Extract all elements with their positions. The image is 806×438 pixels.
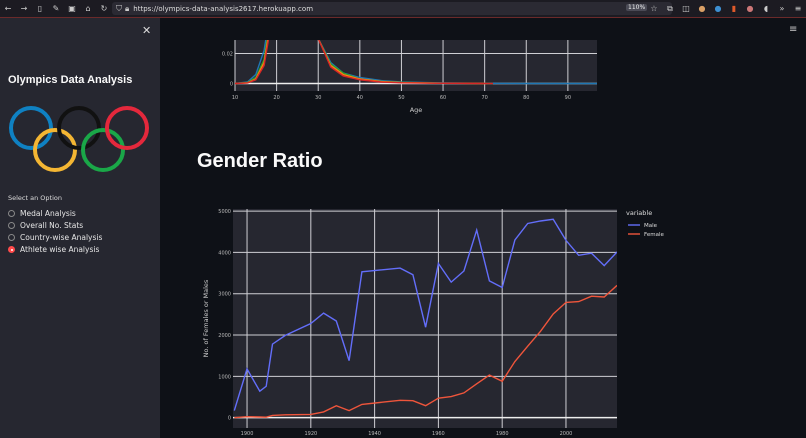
zoom-level[interactable]: 110% [626,4,648,11]
radio-overall-stats[interactable]: Overall No. Stats [8,221,83,230]
series-line-#d62728 [235,40,494,85]
y-tick-label: 0 [228,416,231,422]
x-tick-label: 10 [232,95,238,101]
x-tick-label: 80 [523,95,529,101]
divider [0,17,806,18]
extension-icon[interactable]: ● [746,4,754,13]
close-sidebar-icon[interactable]: ✕ [142,24,152,37]
x-tick-label: 2000 [560,431,573,437]
bookmark-star-icon[interactable]: ☆ [650,4,658,13]
url-text: https://olympics-data-analysis2617.herok… [133,4,314,13]
ring-blue [9,106,53,150]
olympic-rings-logo [9,106,149,172]
radio-icon [8,222,15,229]
back-icon[interactable]: ← [4,4,12,13]
legend-title: variable [626,209,652,217]
y-tick-label: 0.02 [222,52,233,58]
ring-red [105,106,149,150]
legend-item-female: Female [644,232,665,238]
x-tick-label: 60 [440,95,446,101]
radio-icon [8,210,15,217]
y-tick-label: 1000 [218,374,231,380]
x-tick-label: 1940 [368,431,381,437]
extension-icon[interactable]: ● [714,4,722,13]
option-label: Country-wise Analysis [20,233,103,242]
x-tick-label: 20 [273,95,279,101]
extensions-icon[interactable]: ⧉ [667,3,673,13]
select-option-label: Select an Option [8,194,62,202]
plot-area [233,209,617,428]
url-bar[interactable]: ⛉ 🔒︎ https://olympics-data-analysis2617.… [112,2,672,15]
screenshot-icon[interactable]: ▣ [68,4,76,13]
lock-icon: 🔒︎ [125,3,130,13]
option-label: Overall No. Stats [20,221,84,230]
sidebar-toggle-icon[interactable]: ▯ [37,4,43,13]
option-label: Medal Analysis [20,209,76,218]
x-tick-label: 1980 [496,431,509,437]
y-tick-label: 5000 [218,209,231,215]
section-heading: Gender Ratio [197,150,323,172]
x-tick-label: 50 [398,95,404,101]
overflow-icon[interactable]: » [779,4,785,13]
browser-toolbar: ← → ▯ ✎ ▣ ⌂ ↻ ⛉ 🔒︎ https://olympics-data… [0,0,806,17]
home-icon[interactable]: ⌂ [85,4,91,13]
x-tick-label: 1960 [432,431,445,437]
app-menu-icon[interactable]: ≡ [794,4,802,13]
tools-icon[interactable]: ✎ [52,4,60,13]
shield-icon: ⛉ [116,3,122,13]
radio-athlete-wise[interactable]: Athlete wise Analysis [8,245,99,254]
hamburger-menu-icon[interactable]: ≡ [789,24,798,35]
extension-icon[interactable]: ▮ [731,4,737,13]
y-tick-label: 2000 [218,333,231,339]
legend-item-male: Male [644,223,658,229]
series-line-male [233,218,617,411]
y-tick-label: 0 [230,82,233,88]
sidebar-title: Olympics Data Analysis [8,74,133,86]
forward-icon[interactable]: → [20,4,28,13]
pocket-icon[interactable]: ◫ [682,4,690,13]
y-tick-label: 4000 [218,250,231,256]
option-label: Athlete wise Analysis [20,245,100,254]
x-axis-label: Age [410,106,423,114]
y-axis-label: No. of Females or Males [202,279,210,357]
sidebar: ✕ Olympics Data Analysis Select an Optio… [0,18,160,438]
radio-medal-analysis[interactable]: Medal Analysis [8,209,76,218]
ring-yellow [33,128,77,172]
extension-icon[interactable]: ● [698,4,706,13]
series-line-female [234,284,617,419]
series-group [235,40,597,85]
y-tick-label: 3000 [218,292,231,298]
x-tick-label: 1900 [241,431,254,437]
series-group [233,218,617,419]
x-tick-label: 90 [565,95,571,101]
reload-icon[interactable]: ↻ [100,4,108,13]
x-tick-label: 40 [357,95,363,101]
x-tick-label: 1920 [304,431,317,437]
ring-green [81,128,125,172]
ring-black [57,106,101,150]
x-tick-label: 70 [481,95,487,101]
x-tick-label: 30 [315,95,321,101]
radio-selected-icon [8,246,15,253]
radio-country-wise[interactable]: Country-wise Analysis [8,233,102,242]
radio-icon [8,234,15,241]
age-distribution-chart: 10 20 30 40 50 60 70 80 90 0 0.02 Age [222,40,597,114]
extension-icon[interactable]: ◖ [763,4,769,13]
